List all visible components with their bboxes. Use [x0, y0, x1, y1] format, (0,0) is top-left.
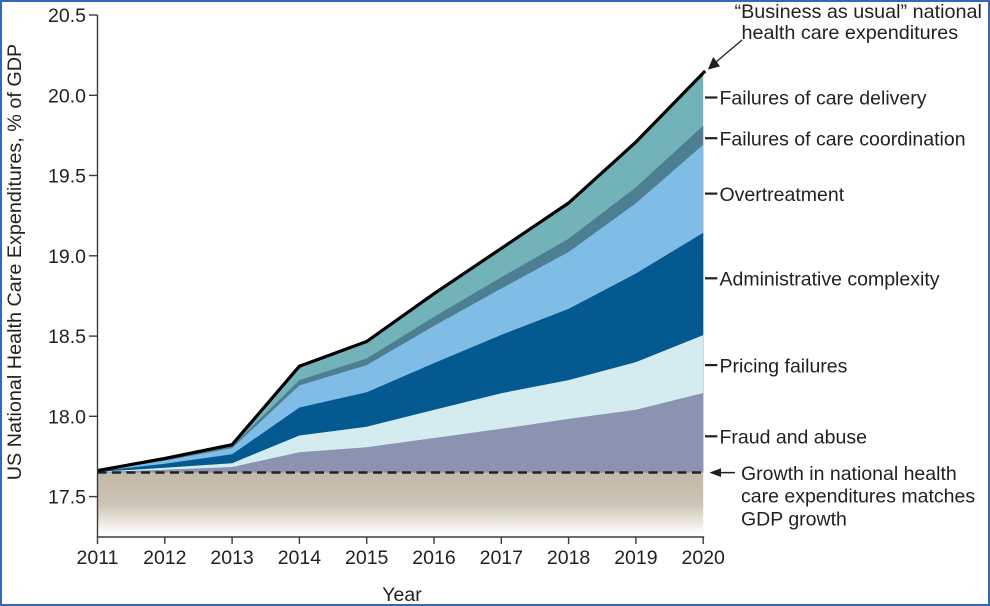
svg-text:“Business as usual” national: “Business as usual” national	[735, 1, 982, 23]
svg-text:2011: 2011	[77, 547, 119, 569]
svg-text:Overtreatment: Overtreatment	[720, 184, 845, 206]
svg-text:health care expenditures: health care expenditures	[742, 22, 959, 44]
svg-text:2017: 2017	[480, 547, 523, 569]
svg-text:Administrative complexity: Administrative complexity	[720, 269, 940, 291]
svg-text:2018: 2018	[547, 547, 590, 569]
svg-text:Year: Year	[382, 584, 422, 606]
svg-text:18.5: 18.5	[48, 326, 86, 348]
svg-text:2013: 2013	[210, 547, 253, 569]
svg-text:19.5: 19.5	[48, 166, 86, 188]
svg-text:2019: 2019	[614, 547, 657, 569]
svg-text:19.0: 19.0	[48, 246, 86, 268]
svg-text:Growth in national health: Growth in national health	[741, 463, 957, 485]
svg-text:2016: 2016	[412, 547, 455, 569]
svg-text:18.0: 18.0	[48, 406, 86, 428]
svg-text:17.5: 17.5	[48, 487, 86, 509]
svg-text:20.5: 20.5	[48, 5, 86, 27]
svg-text:care expenditures matches: care expenditures matches	[741, 486, 975, 508]
svg-text:Failures of care coordination: Failures of care coordination	[720, 128, 966, 150]
svg-text:US National Health Care Expend: US National Health Care Expenditures, % …	[4, 44, 26, 481]
svg-text:GDP growth: GDP growth	[741, 509, 847, 531]
svg-text:2012: 2012	[143, 547, 186, 569]
svg-text:2014: 2014	[278, 547, 322, 569]
svg-text:2015: 2015	[345, 547, 389, 569]
svg-text:Fraud and abuse: Fraud and abuse	[720, 427, 867, 449]
svg-text:Failures of care delivery: Failures of care delivery	[720, 88, 927, 110]
svg-text:Pricing failures: Pricing failures	[720, 355, 848, 377]
svg-text:20.0: 20.0	[48, 85, 86, 107]
svg-text:2020: 2020	[682, 547, 726, 569]
